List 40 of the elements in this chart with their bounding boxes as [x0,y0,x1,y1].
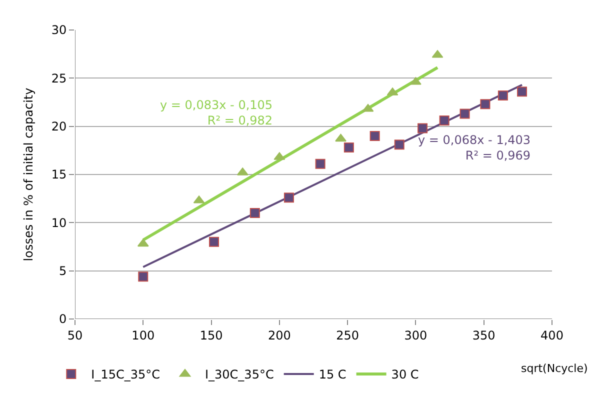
point [460,108,470,119]
annotation: y = 0,083x - 0,105 R² = 0,982 [160,98,273,128]
point [480,99,490,110]
x-tick-label: 150 [200,328,223,342]
point [517,86,528,97]
x-tick-label: 400 [540,328,564,342]
y-tick-label: 10 [51,216,67,230]
point [498,90,508,101]
y-tick-label: 25 [51,71,67,86]
x-tick-label: 250 [336,328,360,342]
point [138,272,148,282]
point [250,208,260,218]
point [418,123,428,134]
y-axis-title: losses in % of initial capacity [22,88,36,262]
legend-label: 30 C [391,368,419,382]
x-tick-label: 300 [404,328,428,342]
annotation: y = 0,068x - 1,403 R² = 0,969 [418,133,531,163]
y-tick-label: 0 [58,312,67,326]
point [335,134,346,142]
point [344,142,354,153]
y-tick-label: 5 [58,264,67,278]
x-tick-label: 200 [268,328,291,342]
x-axis-title: sqrt(Ncycle) [521,362,588,375]
x-tick-label: 50 [67,328,83,342]
legend-label: I_30C_35°C [204,368,274,382]
y-tick-label: 15 [51,168,67,182]
point [209,236,220,247]
point [137,238,149,247]
point [394,140,404,150]
legend-label: I_15C_35°C [91,368,160,382]
x-tick-label: 100 [132,328,155,342]
legend-label: 15 C [318,368,346,382]
point [284,192,294,203]
point [315,158,326,169]
y-tick-label: 20 [51,120,67,134]
y-tick-label: 30 [51,23,67,38]
point [439,116,450,126]
point [362,104,374,112]
point [370,130,380,141]
x-tick-label: 350 [472,328,496,342]
